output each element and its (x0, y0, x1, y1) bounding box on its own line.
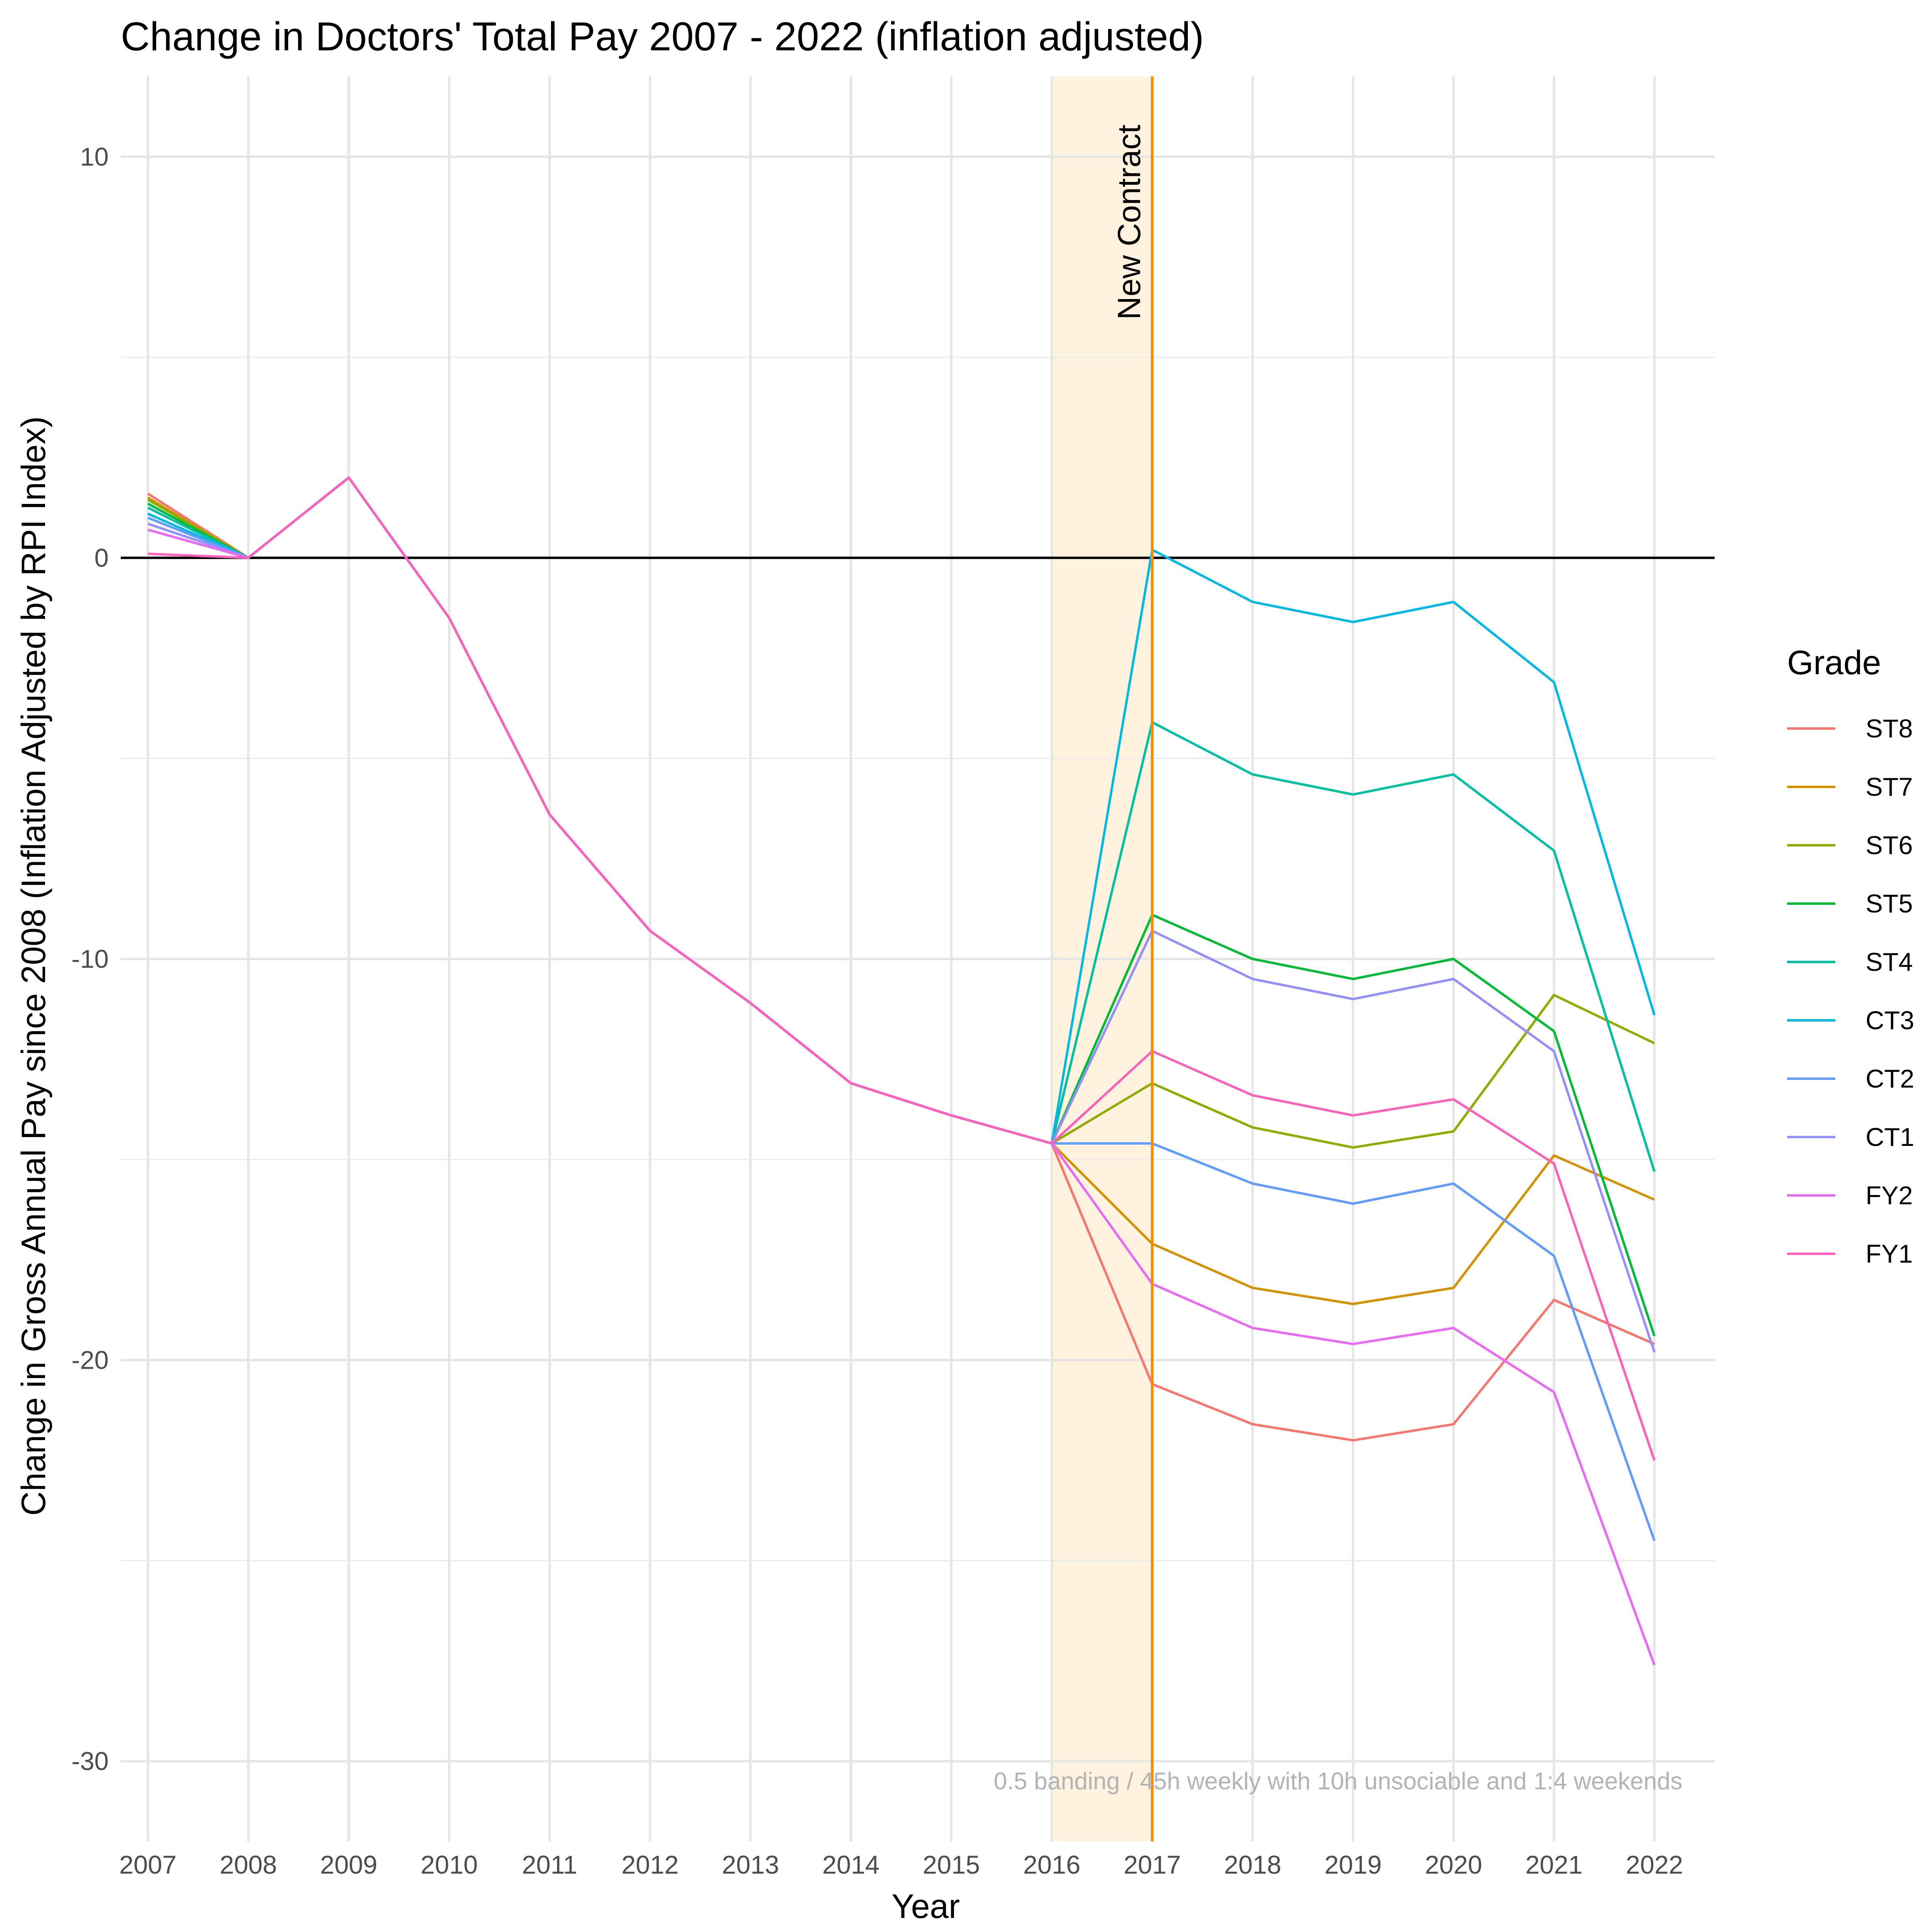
legend-label-st6: ST6 (1866, 831, 1913, 860)
x-tick-label: 2008 (220, 1850, 277, 1879)
x-tick-label: 2019 (1325, 1850, 1382, 1879)
legend-label-st4: ST4 (1866, 947, 1913, 976)
x-tick-label: 2021 (1525, 1850, 1583, 1879)
x-tick-label: 2013 (722, 1850, 779, 1879)
y-tick-label: 10 (80, 142, 109, 171)
x-tick-label: 2017 (1123, 1850, 1181, 1879)
y-tick-label: -10 (72, 945, 109, 974)
legend-label-st5: ST5 (1866, 889, 1913, 918)
y-tick-label: -30 (72, 1747, 109, 1776)
legend-label-ct2: CT2 (1866, 1064, 1914, 1093)
x-tick-label: 2011 (522, 1850, 578, 1879)
x-tick-label: 2020 (1425, 1850, 1482, 1879)
y-tick-label: -20 (72, 1346, 109, 1375)
x-tick-label: 2016 (1023, 1850, 1080, 1879)
x-axis-title: Year (892, 1887, 960, 1925)
contract-label: New Contract (1111, 125, 1147, 320)
chart-title: Change in Doctors' Total Pay 2007 - 2022… (121, 14, 1204, 59)
x-tick-label: 2022 (1626, 1850, 1683, 1879)
legend-label-st8: ST8 (1866, 714, 1913, 743)
legend-label-fy2: FY2 (1866, 1181, 1913, 1210)
series-line-fy1 (148, 476, 1656, 1461)
caption: 0.5 banding / 45h weekly with 10h unsoci… (994, 1767, 1682, 1794)
y-tick-label: 0 (94, 543, 109, 572)
x-tick-label: 2018 (1224, 1850, 1281, 1879)
x-tick-label: 2015 (923, 1850, 980, 1879)
y-axis-title: Change in Gross Annual Pay since 2008 (I… (14, 416, 52, 1516)
x-tick-label: 2010 (421, 1850, 478, 1879)
legend-label-ct1: CT1 (1866, 1123, 1914, 1152)
x-tick-label: 2009 (320, 1850, 377, 1879)
legend-title: Grade (1787, 644, 1881, 681)
legend: Grade ST8 ST7 ST6 ST5 ST4 CT3 CT2 CT1 FY2 FY1 (1787, 644, 1914, 1268)
legend-label-ct3: CT3 (1866, 1006, 1914, 1035)
legend-label-fy1: FY1 (1866, 1239, 1913, 1268)
x-tick-label: 2012 (621, 1850, 679, 1879)
x-tick-label: 2007 (119, 1850, 176, 1879)
legend-label-st7: ST7 (1866, 772, 1913, 801)
plot-panel: 10 0 -10 -20 -30 2007 2008 2009 2010 2011 2012 2013… (72, 76, 1715, 1879)
x-tick-label: 2014 (822, 1850, 879, 1879)
